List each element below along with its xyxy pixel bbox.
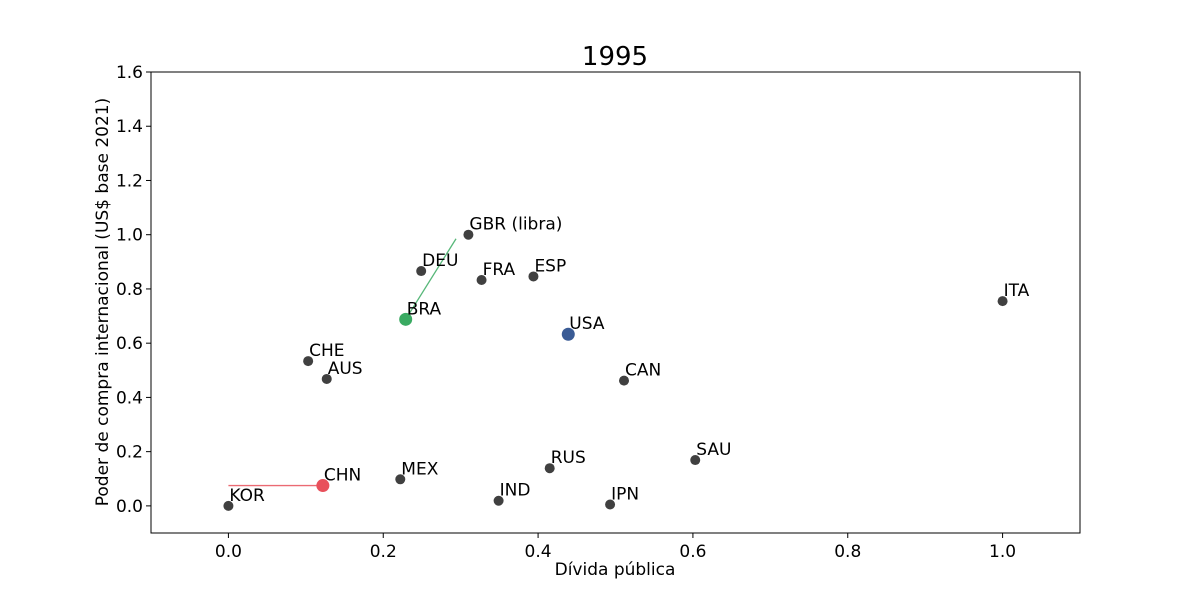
point-label: CHN <box>324 466 361 486</box>
x-tick-label: 0.8 <box>834 542 861 562</box>
point-label: ESP <box>534 256 566 276</box>
point-label: KOR <box>229 486 265 506</box>
point-label: GBR (libra) <box>469 215 562 235</box>
point-label: SAU <box>696 440 731 460</box>
point-label: IPN <box>611 485 639 505</box>
point-label: CAN <box>625 361 661 381</box>
point-esp <box>528 271 539 282</box>
point-ipn <box>605 499 616 510</box>
point-ind <box>493 495 504 506</box>
x-tick-label: 0.4 <box>525 542 552 562</box>
y-tick-label: 1.4 <box>116 117 143 137</box>
point-che <box>303 356 314 367</box>
point-label: USA <box>569 314 605 334</box>
x-tick-label: 0.6 <box>679 542 706 562</box>
points-layer <box>223 229 1008 511</box>
point-label: AUS <box>328 359 363 379</box>
point-usa <box>561 327 575 341</box>
point-sau <box>690 455 701 466</box>
point-can <box>619 375 630 386</box>
x-tick-label: 0.0 <box>215 542 242 562</box>
y-tick-label: 1.2 <box>116 171 143 191</box>
point-label: RUS <box>551 448 586 468</box>
x-tick-label: 1.0 <box>989 542 1016 562</box>
chart-title: 1995 <box>582 42 648 72</box>
point-bra <box>399 312 413 326</box>
y-tick-label: 1.0 <box>116 226 143 246</box>
point-ita <box>997 296 1008 307</box>
x-axis-label: Dívida pública <box>555 560 676 580</box>
point-label: IND <box>500 481 531 501</box>
point-chn <box>316 479 330 493</box>
x-axis: 0.0 0.2 0.4 0.6 0.8 1.0 <box>215 533 1016 562</box>
point-label: ITA <box>1004 281 1030 301</box>
trail-line <box>405 238 457 320</box>
point-label: CHE <box>309 341 344 361</box>
y-tick-label: 0.4 <box>116 388 143 408</box>
y-tick-label: 1.6 <box>116 63 143 83</box>
point-gbr <box>463 229 474 240</box>
point-aus <box>321 373 332 384</box>
y-axis-label: Poder de compra internacional (US$ base … <box>93 98 113 506</box>
x-tick-label: 0.2 <box>370 542 397 562</box>
y-tick-label: 0.6 <box>116 334 143 354</box>
y-tick-label: 0.0 <box>116 497 143 517</box>
y-tick-label: 0.2 <box>116 443 143 463</box>
point-deu <box>416 266 427 277</box>
point-label: BRA <box>407 299 442 319</box>
point-kor <box>223 500 234 511</box>
point-label: FRA <box>483 260 516 280</box>
y-tick-label: 0.8 <box>116 280 143 300</box>
point-label: MEX <box>401 459 438 479</box>
point-mex <box>395 474 406 485</box>
plot-area-frame <box>150 71 1081 534</box>
point-rus <box>544 463 555 474</box>
y-axis: 0.0 0.2 0.4 0.6 0.8 1.0 1.2 1.4 1.6 <box>116 63 151 517</box>
trails-layer <box>228 238 457 487</box>
point-label: DEU <box>422 251 458 271</box>
point-fra <box>476 274 487 285</box>
